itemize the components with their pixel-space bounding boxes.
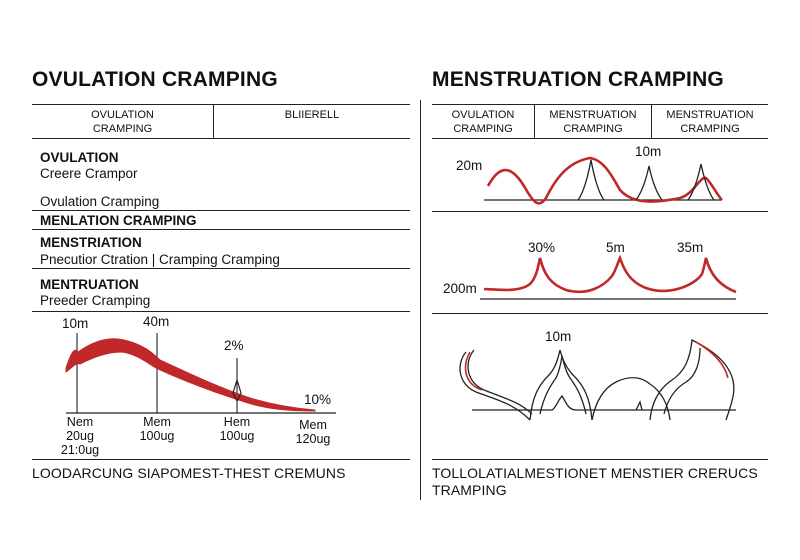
left-chart [65,333,336,414]
panel3-red-traces [464,341,729,391]
panel1-peak-label: 10m [635,144,662,159]
left-title: OVULATION CRAMPING [32,68,278,91]
right-header-bottom-rule [432,138,768,140]
row-text-ovulation-1: Creere Crampor [40,166,138,181]
chart-label-40m: 40m [143,314,170,329]
panel2-red-curve [483,254,737,294]
panel3-lobe-1-inner [467,349,533,415]
chart-label-10pct: 10% [304,392,332,407]
left-chart-spike [232,377,242,403]
panel2-label-5m: 5m [606,240,625,255]
x-tick-1: Nem 20ug 21:0ug [60,415,100,457]
left-header-bottom-rule [32,138,410,140]
right-header-divider-1 [534,104,536,138]
right-footer-line-2: TRAMPING [432,482,507,498]
row-heading-ovulation: OVULATION [40,150,119,165]
left-header-divider [213,104,215,138]
panel3-lobe-4 [649,338,735,421]
panel3-notch [635,400,643,411]
x-tick-3-top: Hem [223,415,251,429]
panel1-y-label: 20m [456,158,483,173]
center-divider [420,100,422,500]
panel3-red-trace-2 [695,341,729,379]
right-footer-line-1: TOLLOLATIALMESTIONET MENSTIER CRERUCS [432,465,758,481]
right-header-top-rule [432,104,768,106]
panel3-peak-label: 10m [545,329,572,344]
panel3-chart [459,338,736,421]
row-rule-1 [32,210,410,212]
panel2-chart [480,254,737,300]
row-text-mentruation: Preeder Cramping [40,293,151,308]
x-tick-2-top: Mem [143,415,171,429]
x-tick-1-bottom: 20ug 21:0ug [60,429,100,457]
panel2-label-30pct: 30% [528,240,556,255]
panel3-baseline-trace [472,394,736,411]
x-tick-2: Mem 100ug [134,415,180,443]
left-chart-curve-band [65,338,316,412]
row-heading-mentruation: MENTRUATION [40,277,139,292]
chart-label-10m: 10m [62,316,89,331]
x-tick-4-bottom: 120ug [295,432,331,446]
panel3-lobe-4-inner [663,347,701,415]
right-header-divider-2 [651,104,653,138]
row-text-ovulation-2: Ovulation Cramping [40,194,160,209]
x-tick-1-top: Nem [66,415,94,429]
right-header-col-3: MENSTRUATION CRAMPING [666,109,754,135]
panel3-lobe-2 [529,349,593,421]
panel2-y-label: 200m [443,281,477,296]
row-heading-menstriation: MENSTRIATION [40,235,142,250]
right-footer-rule [432,459,768,461]
chart-label-2pct: 2% [224,338,244,353]
row-rule-2 [32,229,410,231]
row-heading-menlation: MENLATION CRAMPING [40,213,197,228]
x-tick-3: Hem 100ug [214,415,260,443]
left-header-top-rule [32,104,410,106]
right-header-col-2: MENSTRUATION CRAMPING [549,109,637,135]
right-title: MENSTRUATION CRAMPING [432,68,724,91]
row-text-menstriation: Pnecutior Ctration | Cramping Cramping [40,252,280,267]
left-header-col-1: OVULATION CRAMPING [91,109,154,135]
panel1-chart [484,156,723,205]
left-header-col-2: BLIIERELL [284,109,340,121]
x-tick-4: Mem 120ug [288,418,338,446]
panel2-rule [432,313,768,315]
x-tick-3-bottom: 100ug [219,429,255,443]
row-rule-4 [32,311,410,313]
panel3-red-trace-1 [464,351,483,391]
panel1-rule [432,211,768,213]
panel1-peak-2 [635,165,663,201]
x-tick-2-bottom: 100ug [139,429,175,443]
panel3-lobe-2-inner [539,355,587,415]
panel1-peak-1 [577,159,605,201]
panel3-lobe-1 [459,351,531,421]
panel2-label-35m: 35m [677,240,704,255]
left-footer-rule [32,459,410,461]
panel1-red-curve [486,156,723,205]
panel1-peak-3 [687,163,715,201]
panel3-lobe-3 [591,377,671,421]
right-header-col-1: OVULATION CRAMPING [451,109,515,135]
left-footer: LOODARCUNG SIAPOMEST-THEST CREMUNS [32,465,346,481]
x-tick-4-top: Mem [299,418,327,432]
row-rule-3 [32,268,410,270]
